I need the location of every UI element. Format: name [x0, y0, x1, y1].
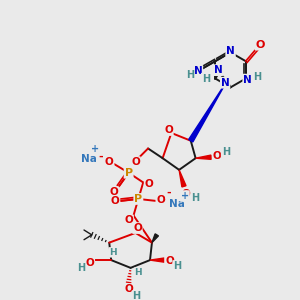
Text: O: O [182, 189, 190, 199]
Text: N: N [243, 75, 252, 85]
Text: O: O [156, 195, 165, 205]
Text: O: O [145, 179, 153, 189]
Text: O: O [124, 215, 133, 225]
Text: O: O [110, 187, 118, 197]
Text: H: H [173, 261, 181, 271]
Text: N: N [194, 66, 202, 76]
Text: Na: Na [169, 199, 185, 209]
Text: H: H [202, 74, 210, 84]
Text: Na: Na [81, 154, 97, 164]
Text: O: O [133, 223, 142, 233]
Text: O: O [85, 258, 94, 268]
Text: -: - [98, 151, 103, 161]
Text: +: + [181, 191, 189, 201]
Text: H: H [192, 193, 200, 203]
Text: +: + [91, 145, 99, 154]
Polygon shape [150, 258, 165, 262]
Text: O: O [105, 157, 114, 167]
Text: N: N [226, 46, 235, 56]
Polygon shape [152, 234, 158, 243]
Text: O: O [256, 40, 265, 50]
Text: O: O [124, 284, 133, 294]
Text: H: H [186, 70, 194, 80]
Text: H: H [109, 248, 117, 257]
Text: H: H [77, 263, 85, 273]
Text: O: O [131, 157, 140, 167]
Text: -: - [166, 188, 171, 198]
Text: O: O [165, 256, 174, 266]
Text: H: H [132, 291, 140, 300]
Text: P: P [124, 168, 133, 178]
Text: H: H [253, 72, 261, 82]
Text: P: P [134, 194, 142, 204]
Text: O: O [164, 125, 173, 135]
Polygon shape [189, 81, 227, 142]
Text: H: H [134, 268, 142, 277]
Polygon shape [179, 170, 186, 187]
Text: N: N [221, 78, 230, 88]
Polygon shape [196, 155, 211, 159]
Text: O: O [213, 151, 221, 161]
Text: O: O [111, 196, 119, 206]
Text: N: N [214, 65, 222, 75]
Text: H: H [222, 147, 230, 158]
